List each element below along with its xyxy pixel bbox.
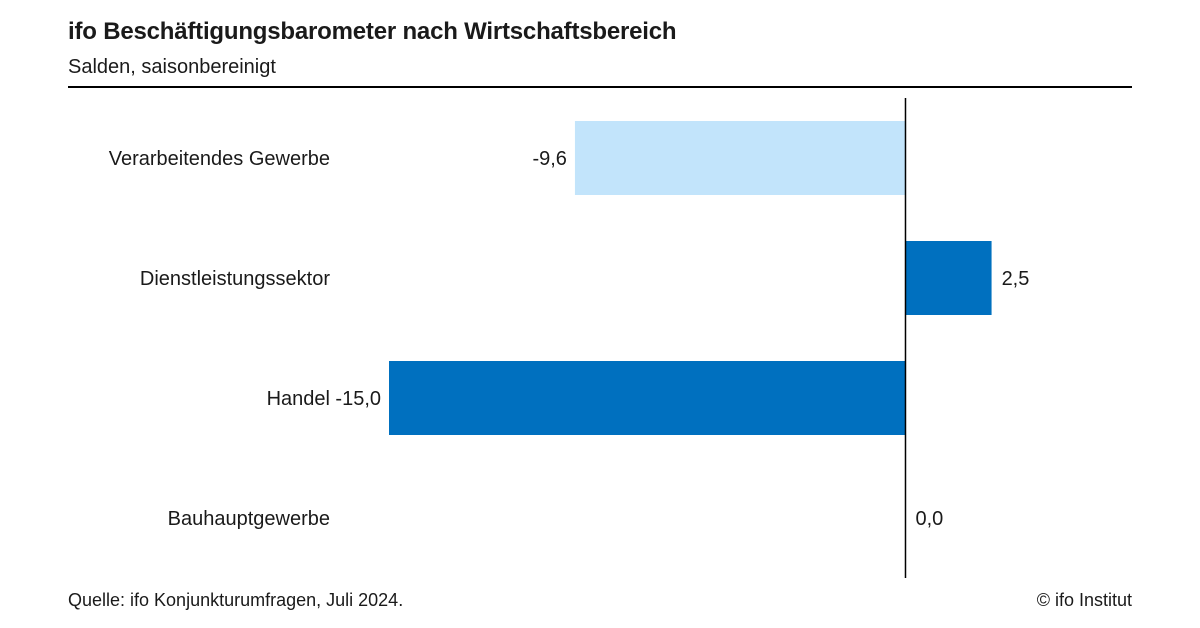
data-label: 0,0 — [915, 508, 943, 530]
data-label: 2,5 — [1002, 268, 1030, 290]
category-label: Bauhauptgewerbe — [168, 508, 330, 530]
source-note: Quelle: ifo Konjunkturumfragen, Juli 202… — [68, 590, 404, 610]
bar — [905, 241, 992, 315]
category-label: Verarbeitendes Gewerbe — [109, 148, 330, 170]
chart-subtitle: Salden, saisonbereinigt — [68, 56, 276, 78]
chart-title: ifo Beschäftigungsbarometer nach Wirtsch… — [68, 18, 677, 45]
title-divider — [68, 86, 1132, 88]
category-label: Handel — [267, 388, 330, 410]
copyright-note: © ifo Institut — [1036, 590, 1132, 610]
bar — [389, 361, 906, 435]
category-label: Dienstleistungssektor — [140, 268, 330, 290]
data-label: -15,0 — [335, 388, 381, 410]
bar — [574, 121, 906, 195]
data-label: -9,6 — [532, 148, 566, 170]
